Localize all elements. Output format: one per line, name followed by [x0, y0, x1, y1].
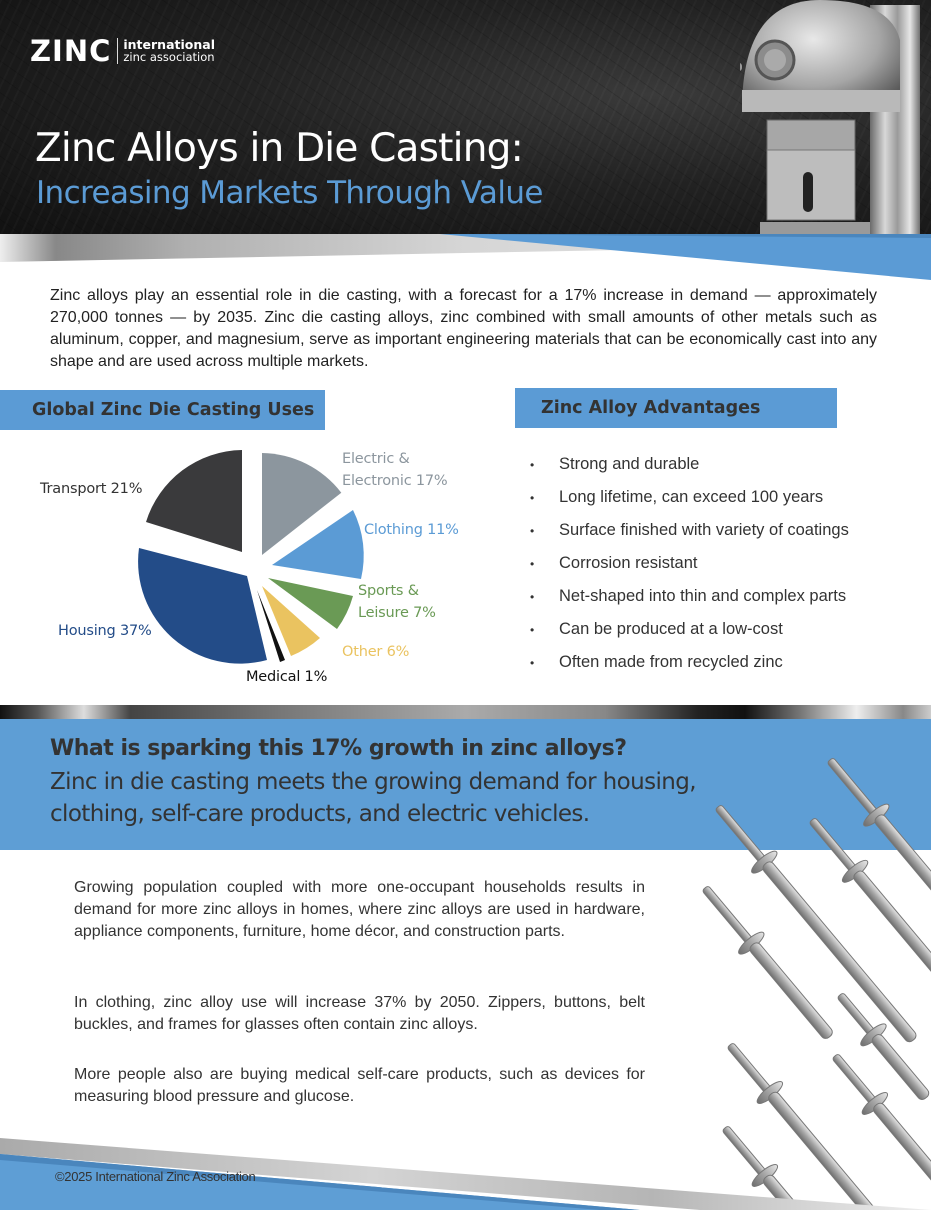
- uses-heading: Global Zinc Die Casting Uses: [0, 390, 325, 430]
- uses-heading-text: Global Zinc Die Casting Uses: [32, 400, 315, 420]
- label-clothing: Clothing 11%: [364, 522, 459, 538]
- logo-mark: ZINC: [30, 34, 112, 68]
- label-medical: Medical 1%: [246, 669, 328, 685]
- advantage-item: • Strong and durable: [530, 455, 700, 473]
- label-other: Other 6%: [342, 644, 410, 660]
- growth-answer: Zinc in die casting meets the growing de…: [50, 769, 697, 827]
- bullet-icon: •: [530, 457, 535, 472]
- pie-slice-transport: [146, 450, 242, 552]
- page-title: Zinc Alloys in Die Casting:: [35, 126, 524, 171]
- pie-slice-medical: [257, 590, 285, 662]
- pie-slice-other: [262, 586, 320, 656]
- clothing-paragraph: In clothing, zinc alloy use will increas…: [74, 994, 645, 1033]
- advantage-item: • Often made from recycled zinc: [530, 653, 783, 671]
- copyright: ©2025 International Zinc Association: [55, 1169, 256, 1184]
- advantages-heading: Zinc Alloy Advantages: [515, 388, 837, 428]
- logo-subtext: international zinc association: [123, 37, 215, 64]
- advantages-list: • Strong and durable • Long lifetime, can …: [530, 448, 849, 679]
- bullet-icon: •: [530, 556, 535, 571]
- bullet-icon: •: [530, 589, 535, 604]
- advantage-item: • Corrosion resistant: [530, 554, 698, 572]
- logo-divider: [117, 38, 119, 64]
- growth-banner: [0, 719, 931, 850]
- label-sports: Sports & Leisure 7%: [358, 583, 436, 621]
- pie-slice-housing: [138, 548, 268, 664]
- label-housing: Housing 37%: [58, 623, 152, 639]
- pie-slice-clothing: [272, 510, 364, 579]
- advantage-item: • Can be produced at a low-cost: [530, 620, 783, 638]
- medical-paragraph: More people also are buying medical self…: [74, 1066, 645, 1105]
- intro-paragraph: Zinc alloys play an essential role in di…: [50, 287, 877, 370]
- bullet-icon: •: [530, 655, 535, 670]
- bullet-icon: •: [530, 523, 535, 538]
- bullet-icon: •: [530, 622, 535, 637]
- page-subtitle: Increasing Markets Through Value: [36, 175, 543, 211]
- advantages-heading-text: Zinc Alloy Advantages: [541, 398, 761, 418]
- logo-line2: zinc association: [123, 50, 215, 64]
- pie-slice-electric: [262, 453, 342, 555]
- housing-paragraph: Growing population coupled with more one…: [74, 879, 645, 940]
- logo-line1: international: [123, 37, 215, 52]
- espresso-machine-image: [740, 0, 920, 236]
- pie-slice-sports: [268, 578, 353, 629]
- bullet-icon: •: [530, 490, 535, 505]
- uses-pie-chart: [138, 450, 364, 664]
- advantage-item: • Long lifetime, can exceed 100 years: [530, 488, 824, 506]
- iza-logo: ZINC international zinc association: [30, 34, 215, 68]
- header-swoosh: [0, 234, 931, 280]
- hero-banner: ZINC international zinc association Zinc…: [0, 0, 931, 236]
- advantage-item: • Net-shaped into thin and complex parts: [530, 587, 847, 605]
- rivets-image: [702, 758, 931, 1210]
- label-transport: Transport 21%: [40, 481, 143, 497]
- advantage-item: • Surface finished with variety of coatin…: [530, 521, 849, 539]
- metallic-divider: [0, 705, 931, 720]
- label-electric: Electric & Electronic 17%: [342, 451, 448, 489]
- growth-question: What is sparking this 17% growth in zinc…: [50, 736, 627, 761]
- footer-swoosh: [0, 1138, 931, 1210]
